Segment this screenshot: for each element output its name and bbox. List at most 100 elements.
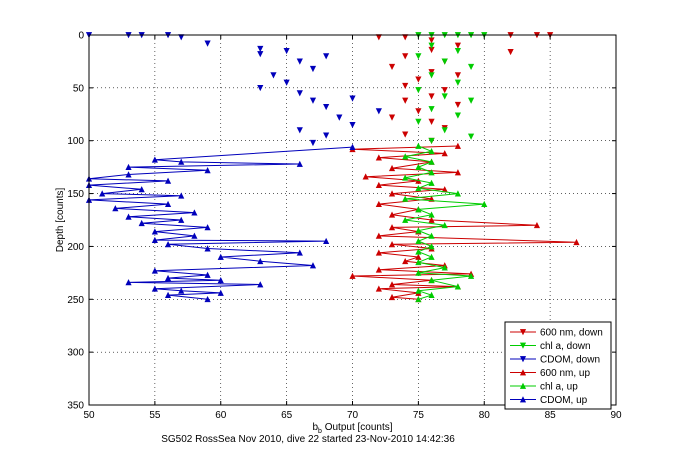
figure-caption: SG502 RossSea Nov 2010, dive 22 started … bbox=[161, 434, 455, 445]
data-point bbox=[441, 87, 448, 94]
data-point bbox=[296, 249, 303, 256]
data-point bbox=[428, 291, 435, 298]
x-tick-label: 90 bbox=[610, 410, 622, 421]
data-point bbox=[375, 232, 382, 239]
data-point bbox=[428, 232, 435, 239]
data-point bbox=[204, 296, 211, 303]
series-2 bbox=[85, 32, 382, 147]
data-point bbox=[415, 108, 422, 115]
data-point bbox=[217, 276, 224, 284]
data-point bbox=[296, 90, 303, 97]
data-point bbox=[441, 58, 448, 65]
data-point bbox=[428, 106, 435, 113]
data-point bbox=[441, 264, 448, 271]
x-tick-label: 70 bbox=[347, 410, 359, 421]
data-point bbox=[309, 139, 317, 147]
data-point bbox=[428, 148, 435, 155]
data-point bbox=[454, 101, 461, 109]
data-point bbox=[507, 49, 514, 56]
data-point bbox=[428, 243, 435, 250]
legend-swatch-marker bbox=[519, 342, 527, 349]
data-point bbox=[428, 179, 435, 186]
data-point bbox=[573, 238, 580, 246]
data-point bbox=[402, 153, 409, 160]
data-point bbox=[428, 118, 435, 125]
data-point bbox=[375, 200, 382, 208]
data-point bbox=[415, 142, 422, 149]
data-point bbox=[388, 190, 396, 197]
data-point bbox=[257, 51, 264, 58]
data-point bbox=[283, 79, 290, 86]
legend-entry: 600 nm, down bbox=[510, 328, 603, 339]
y-tick-label: 300 bbox=[67, 348, 84, 359]
x-tick-label: 60 bbox=[215, 410, 227, 421]
data-point bbox=[151, 156, 158, 163]
data-point bbox=[402, 97, 409, 104]
data-point bbox=[388, 114, 396, 121]
data-point bbox=[164, 177, 172, 184]
data-point bbox=[309, 262, 317, 269]
data-point bbox=[415, 163, 422, 171]
data-point bbox=[164, 274, 172, 282]
data-point bbox=[441, 222, 448, 229]
data-point bbox=[415, 259, 422, 266]
axis-ticks: 50 55 60 65 70 75 80 85 90 0 50 100 150 200 250 300 350 bbox=[67, 31, 622, 422]
data-point bbox=[428, 253, 435, 260]
y-tick-label: 250 bbox=[67, 295, 84, 306]
data-point bbox=[151, 267, 158, 274]
data-point bbox=[454, 79, 461, 86]
data-point bbox=[402, 257, 409, 265]
legend-swatch-marker bbox=[519, 396, 527, 403]
data-point bbox=[415, 248, 422, 255]
data-point bbox=[402, 82, 409, 90]
data-point bbox=[388, 211, 396, 218]
data-point bbox=[388, 241, 396, 248]
data-point bbox=[402, 174, 409, 181]
data-point bbox=[191, 232, 198, 239]
data-point bbox=[283, 47, 290, 55]
legend-swatch-marker bbox=[519, 329, 527, 336]
legend-swatch-marker bbox=[519, 356, 527, 363]
data-point bbox=[375, 108, 382, 115]
data-point bbox=[204, 224, 211, 231]
data-point bbox=[191, 209, 198, 216]
data-point bbox=[178, 158, 185, 165]
y-tick-label: 50 bbox=[73, 83, 85, 94]
data-point bbox=[323, 237, 330, 245]
data-point bbox=[428, 93, 435, 100]
data-point bbox=[415, 269, 422, 276]
data-point bbox=[428, 137, 435, 144]
data-point bbox=[415, 237, 422, 245]
data-point bbox=[125, 279, 132, 286]
data-point bbox=[204, 40, 211, 47]
legend-swatch-marker bbox=[519, 382, 527, 389]
data-point bbox=[428, 69, 435, 76]
y-tick-label: 100 bbox=[67, 136, 84, 147]
data-point bbox=[388, 293, 396, 301]
series-4 bbox=[402, 142, 488, 303]
legend-swatch-marker bbox=[519, 369, 527, 376]
data-point bbox=[375, 266, 382, 273]
data-point bbox=[454, 190, 461, 197]
data-point bbox=[270, 72, 277, 79]
data-point bbox=[178, 216, 185, 223]
data-point bbox=[151, 285, 158, 292]
data-point bbox=[151, 236, 158, 243]
data-point bbox=[428, 37, 435, 44]
x-axis-label-rest: Output [counts] bbox=[322, 422, 393, 433]
data-point bbox=[375, 181, 382, 189]
data-point bbox=[349, 143, 356, 150]
data-point bbox=[441, 93, 448, 100]
data-point bbox=[296, 58, 303, 65]
data-point bbox=[138, 186, 145, 193]
data-point bbox=[204, 271, 211, 278]
data-point bbox=[454, 283, 461, 290]
data-point bbox=[454, 72, 461, 79]
x-tick-label: 80 bbox=[479, 410, 491, 421]
series-3 bbox=[349, 142, 580, 303]
data-point bbox=[467, 63, 475, 70]
x-tick-label: 50 bbox=[83, 410, 95, 421]
data-point bbox=[388, 281, 396, 288]
